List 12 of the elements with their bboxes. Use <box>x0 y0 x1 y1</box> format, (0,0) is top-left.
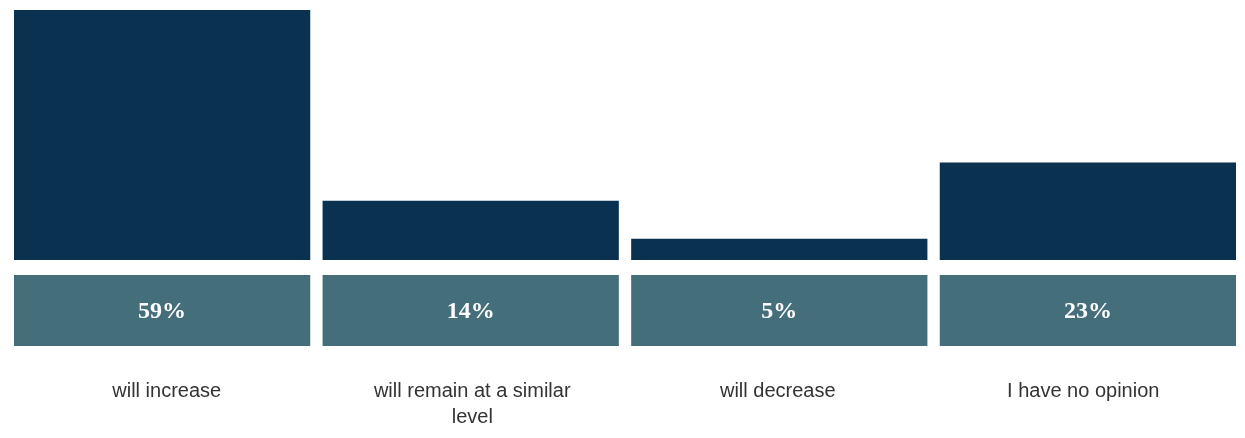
bar <box>322 200 619 260</box>
data-label: 59% <box>138 297 187 323</box>
x-tick-label: will increase <box>111 379 222 401</box>
x-tick-label: will decrease <box>718 379 836 401</box>
x-tick-label: I have no opinion <box>1007 379 1160 401</box>
data-label: 23% <box>1063 297 1112 323</box>
bar <box>14 10 311 260</box>
x-tick-label: will remain at a similar level <box>372 379 571 427</box>
data-label: 14% <box>446 297 495 323</box>
data-label: 5% <box>761 297 798 323</box>
bar <box>631 238 928 260</box>
bar <box>939 162 1236 260</box>
